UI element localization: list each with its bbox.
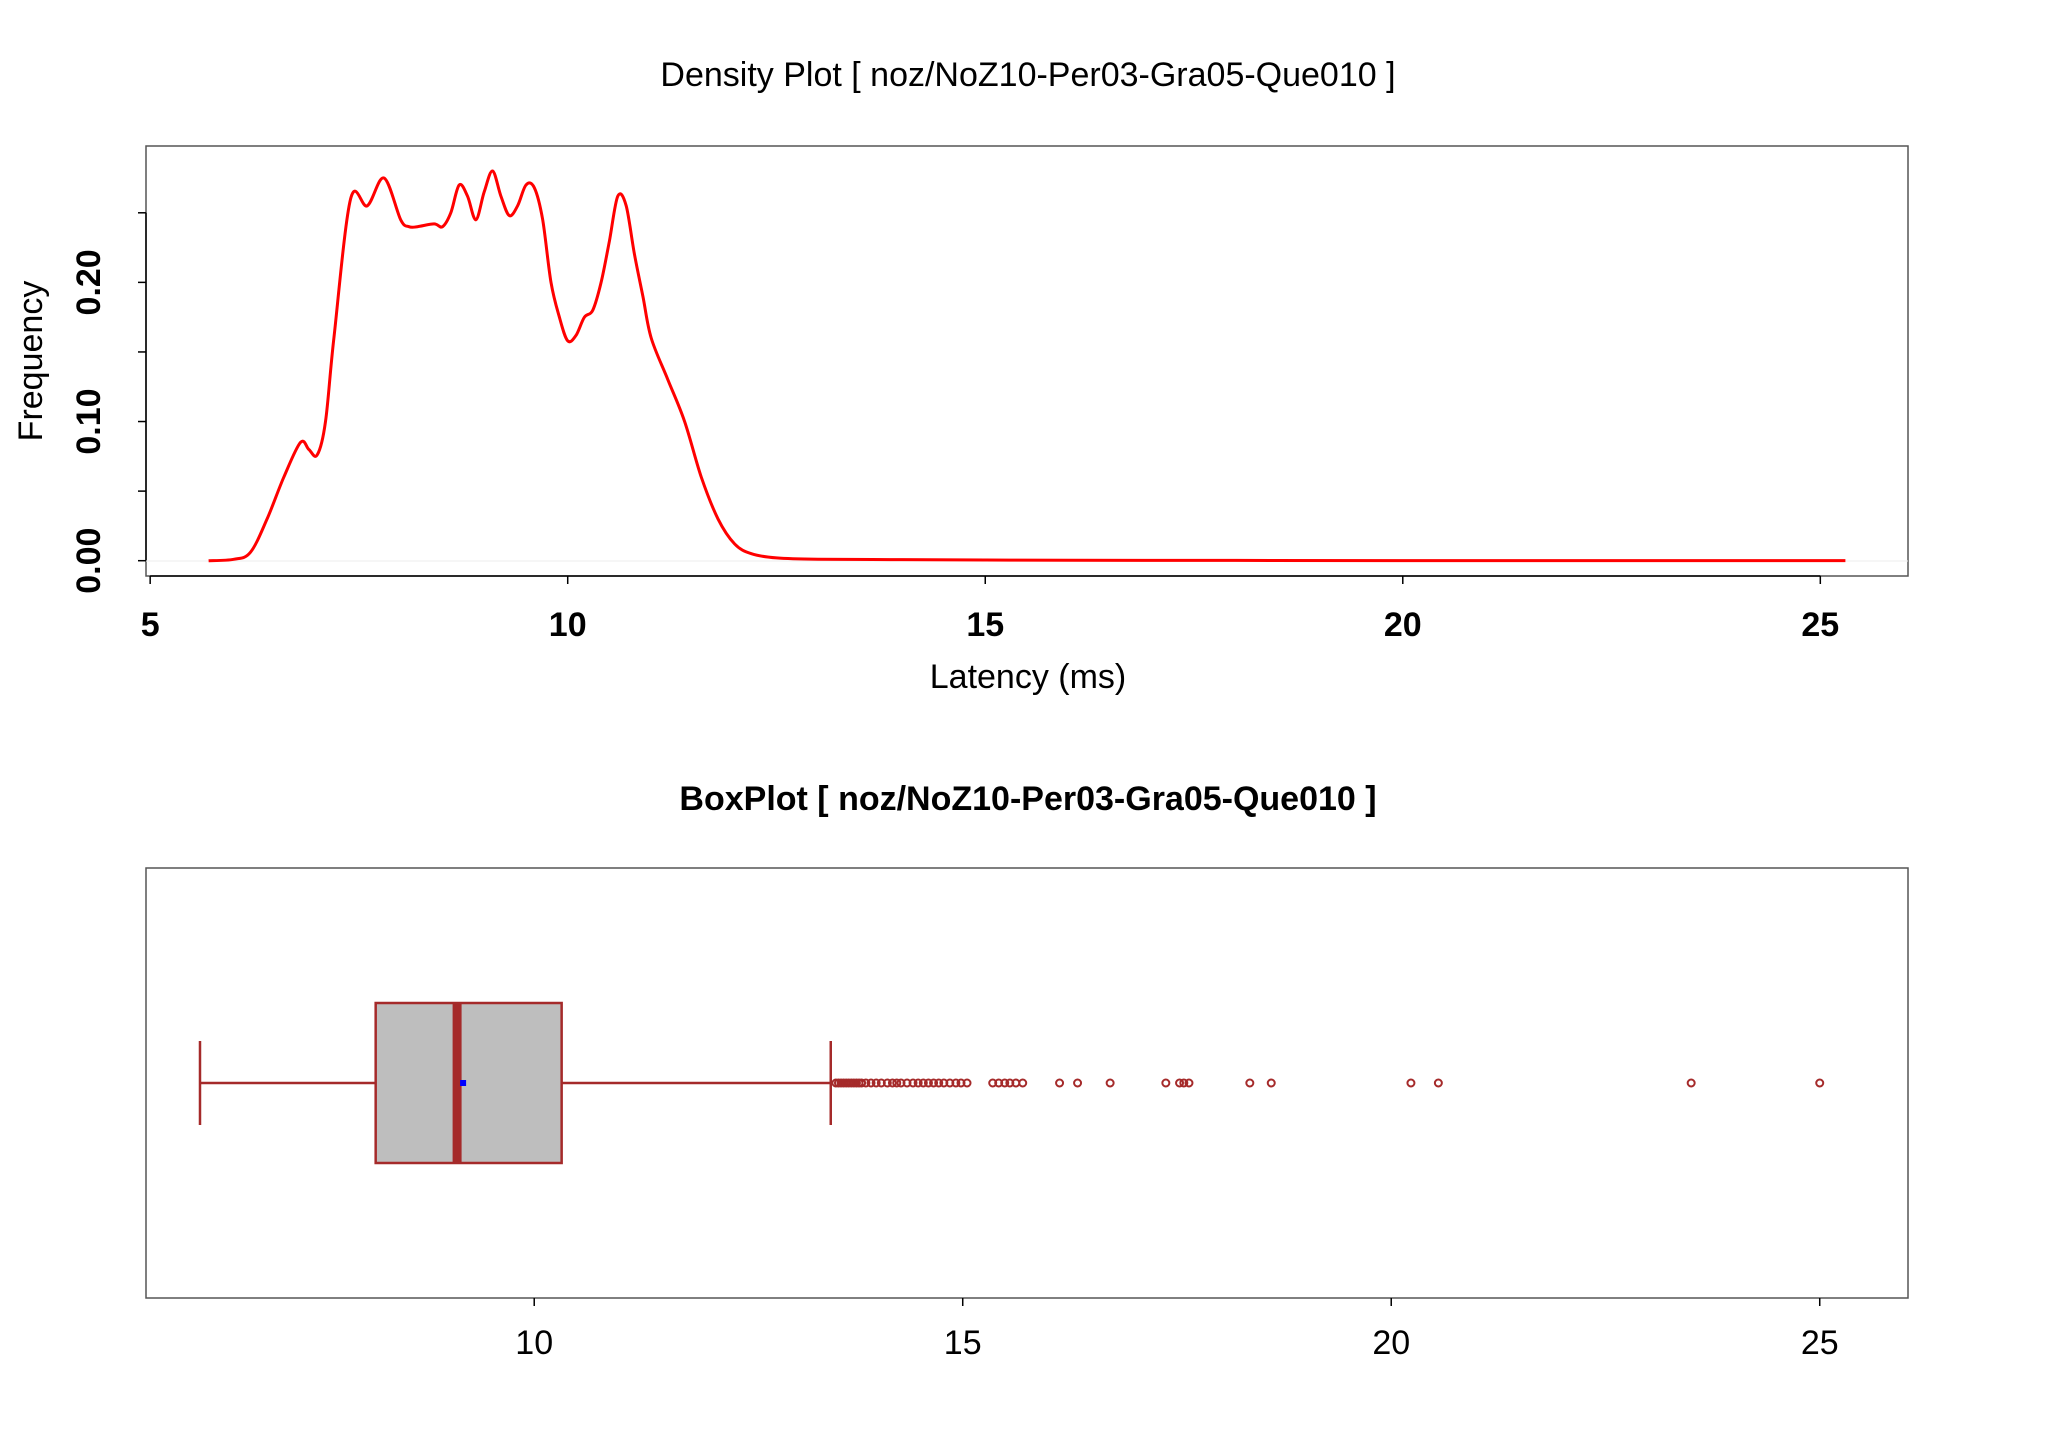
density-series-line (208, 169, 1846, 563)
boxplot-x-axis: 10 15 20 25 (515, 1298, 1839, 1362)
boxplot-outlier-point (939, 1078, 949, 1088)
density-x-tick-label: 10 (549, 606, 587, 644)
boxplot-outlier-point (1175, 1078, 1185, 1088)
boxplot-outlier-point (1161, 1078, 1171, 1088)
boxplot-outlier-point (1179, 1078, 1189, 1088)
boxplot-outlier-point (866, 1078, 876, 1088)
density-x-tick-label: 15 (966, 606, 1004, 644)
boxplot-outlier-point (929, 1078, 939, 1088)
density-y-tick-label: 0.10 (70, 388, 108, 454)
boxplot-plot-frame (145, 867, 1909, 1299)
boxplot-outlier-point (857, 1078, 867, 1088)
density-x-tick-label: 5 (141, 606, 160, 644)
density-plot-frame (145, 145, 1909, 577)
boxplot-outlier-point (988, 1078, 998, 1088)
boxplot-outlier-point (892, 1078, 902, 1088)
boxplot-outlier-point (1005, 1078, 1015, 1088)
density-x-tick-label: 20 (1384, 606, 1422, 644)
boxplot-outlier-point (962, 1078, 972, 1088)
boxplot-outlier-point (1686, 1078, 1696, 1088)
density-panel: Density Plot [ noz/NoZ10-Per03-Gra05-Que… (12, 56, 1909, 696)
density-y-axis: 0.00 0.10 0.20 (70, 212, 147, 594)
density-y-axis-title: Frequency (12, 281, 50, 442)
boxplot-panel: BoxPlot [ noz/NoZ10-Per03-Gra05-Que010 ]… (145, 780, 1909, 1362)
boxplot-outlier-point (923, 1078, 933, 1088)
boxplot-x-tick-label: 15 (944, 1324, 982, 1362)
density-x-axis-title: Latency (ms) (930, 658, 1127, 696)
boxplot-outlier-point (918, 1078, 928, 1088)
boxplot-outlier-point (1266, 1078, 1276, 1088)
boxplot-box (374, 1001, 563, 1165)
boxplot-outlier-point (882, 1078, 892, 1088)
boxplot-title: BoxPlot [ noz/NoZ10-Per03-Gra05-Que010 ] (679, 780, 1376, 818)
boxplot-outlier-point (1245, 1078, 1255, 1088)
boxplot-outlier-point (951, 1078, 961, 1088)
boxplot-outlier-point (1433, 1078, 1443, 1088)
boxplot-x-tick-label: 10 (515, 1324, 553, 1362)
density-x-axis: 5 10 15 20 25 (141, 575, 1839, 644)
density-x-tick-label: 25 (1801, 606, 1839, 644)
boxplot-outlier-point (1018, 1078, 1028, 1088)
boxplot-outlier-point (1406, 1078, 1416, 1088)
boxplot-outlier-point (876, 1078, 886, 1088)
boxplot-marks (198, 1001, 1825, 1165)
boxplot-outlier-point (1073, 1078, 1083, 1088)
boxplot-mean-marker (460, 1080, 467, 1086)
boxplot-outlier-point (1055, 1078, 1065, 1088)
boxplot-outlier-point (896, 1078, 906, 1088)
boxplot-outlier-point (994, 1078, 1004, 1088)
boxplot-x-tick-label: 20 (1372, 1324, 1410, 1362)
boxplot-outlier-point (913, 1078, 923, 1088)
boxplot-outlier-point (902, 1078, 912, 1088)
boxplot-x-tick-label: 25 (1801, 1324, 1839, 1362)
density-title: Density Plot [ noz/NoZ10-Per03-Gra05-Que… (660, 56, 1395, 94)
boxplot-outlier-point (1000, 1078, 1010, 1088)
boxplot-outlier-point (1815, 1078, 1825, 1088)
boxplot-outlier-point (871, 1078, 881, 1088)
boxplot-outlier-point (934, 1078, 944, 1088)
density-y-tick-label: 0.00 (70, 528, 108, 594)
boxplot-outlier-point (1184, 1078, 1194, 1088)
boxplot-outlier-point (887, 1078, 897, 1088)
boxplot-outlier-point (1105, 1078, 1115, 1088)
boxplot-outlier-point (908, 1078, 918, 1088)
boxplot-outlier-point (956, 1078, 966, 1088)
boxplot-outlier-point (945, 1078, 955, 1088)
density-y-tick-label: 0.20 (70, 249, 108, 315)
boxplot-outlier-point (861, 1078, 871, 1088)
